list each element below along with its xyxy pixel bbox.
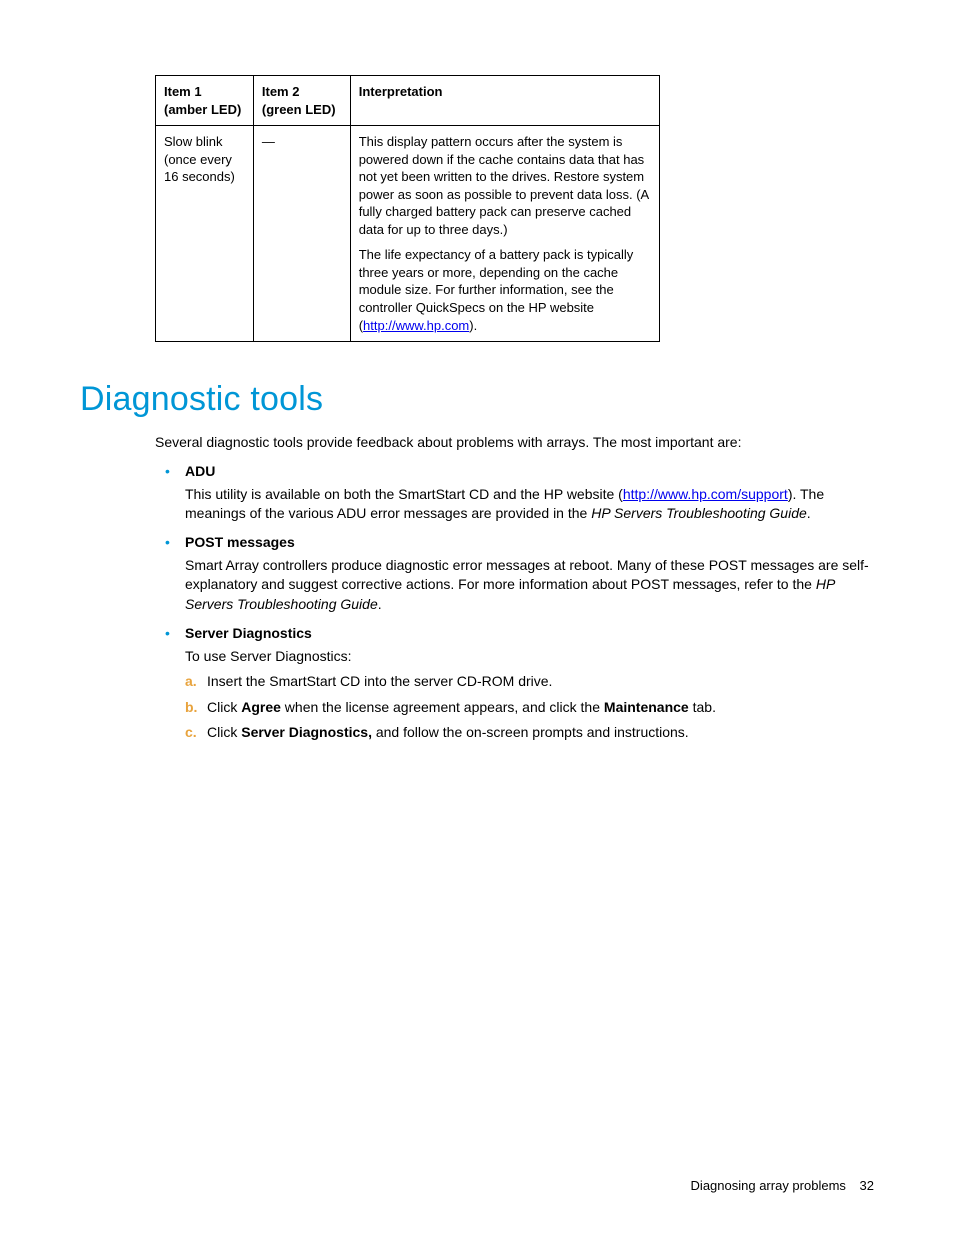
server-steps: Insert the SmartStart CD into the server… <box>185 672 874 743</box>
table-header-row: Item 1 (amber LED) Item 2 (green LED) In… <box>156 76 660 126</box>
tool-body-adu: This utility is available on both the Sm… <box>185 485 874 524</box>
footer-text: Diagnosing array problems <box>691 1178 846 1193</box>
hp-website-link[interactable]: http://www.hp.com <box>363 318 469 333</box>
tool-list: ADU This utility is available on both th… <box>165 463 874 743</box>
col-header-item1: Item 1 (amber LED) <box>156 76 254 126</box>
tool-title-adu: ADU <box>185 463 874 479</box>
tool-item-server-diagnostics: Server Diagnostics To use Server Diagnos… <box>165 625 874 743</box>
table-row: Slow blink (once every 16 seconds) — Thi… <box>156 126 660 342</box>
tool-body-post: Smart Array controllers produce diagnost… <box>185 556 874 615</box>
tool-title-server: Server Diagnostics <box>185 625 874 641</box>
section-intro: Several diagnostic tools provide feedbac… <box>155 433 874 453</box>
page-number: 32 <box>860 1178 874 1193</box>
section-title: Diagnostic tools <box>80 380 874 419</box>
step-c: Click Server Diagnostics, and follow the… <box>185 723 874 743</box>
cell-item2: — <box>253 126 350 342</box>
col-header-interpretation: Interpretation <box>350 76 659 126</box>
cell-interpretation: This display pattern occurs after the sy… <box>350 126 659 342</box>
interpretation-para-1: This display pattern occurs after the sy… <box>359 133 651 238</box>
led-pattern-table: Item 1 (amber LED) Item 2 (green LED) In… <box>155 75 660 342</box>
page-footer: Diagnosing array problems 32 <box>691 1178 874 1193</box>
tool-item-post: POST messages Smart Array controllers pr… <box>165 534 874 615</box>
step-a: Insert the SmartStart CD into the server… <box>185 672 874 692</box>
tool-title-post: POST messages <box>185 534 874 550</box>
server-lead: To use Server Diagnostics: <box>185 647 874 667</box>
hp-support-link[interactable]: http://www.hp.com/support <box>623 486 788 502</box>
cell-item1: Slow blink (once every 16 seconds) <box>156 126 254 342</box>
tool-item-adu: ADU This utility is available on both th… <box>165 463 874 524</box>
tool-body-server: To use Server Diagnostics: Insert the Sm… <box>185 647 874 743</box>
step-b: Click Agree when the license agreement a… <box>185 698 874 718</box>
col-header-item2: Item 2 (green LED) <box>253 76 350 126</box>
interpretation-para-2: The life expectancy of a battery pack is… <box>359 246 651 334</box>
